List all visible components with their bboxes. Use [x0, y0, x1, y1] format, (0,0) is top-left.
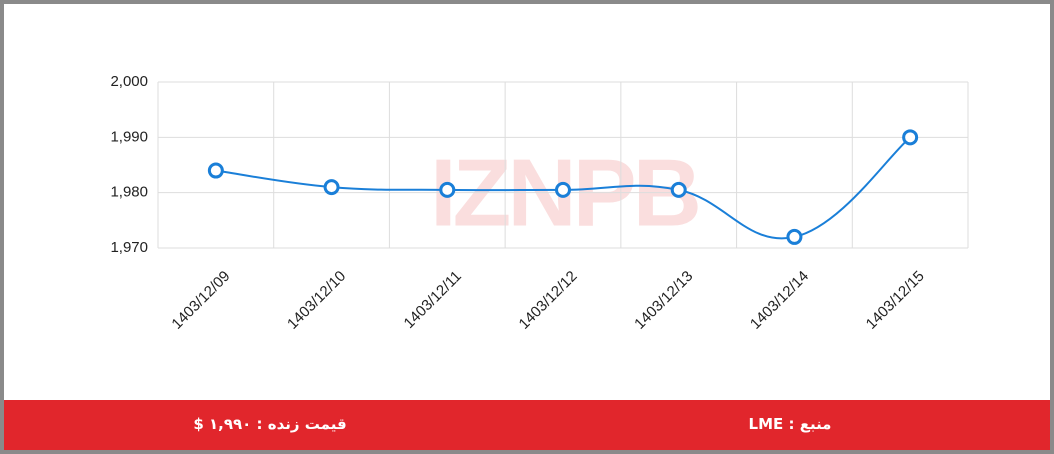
x-tick-label: 1403/12/13 [631, 268, 696, 333]
y-tick-label: 1,990 [110, 128, 148, 145]
point [555, 181, 571, 198]
x-tick-label: 1403/12/11 [401, 268, 465, 332]
point [786, 228, 803, 245]
y-tick-label: 1,980 [110, 184, 148, 201]
point [670, 181, 687, 198]
x-tick-label: 1403/12/10 [284, 268, 349, 333]
y-tick-label: 1,970 [110, 239, 148, 256]
point [439, 181, 456, 198]
x-tick-label: 1403/12/09 [168, 268, 233, 333]
point [902, 129, 919, 146]
footer: منبع : LME قیمت زنده : ۱,۹۹۰ $ [4, 400, 1050, 450]
x-tick-label: 1403/12/14 [747, 268, 812, 333]
point [323, 179, 340, 196]
source: منبع : LME [748, 415, 832, 433]
live-price: قیمت زنده : ۱,۹۹۰ $ [193, 415, 347, 433]
point [207, 162, 224, 179]
y-tick-label: 2,000 [110, 73, 148, 90]
x-tick-label: 1403/12/15 [863, 268, 928, 333]
frame: IZNPB 1,970 1,980 1,990 2,000 1403/12/09 1403… [4, 4, 1050, 450]
x-tick-label: 1403/12/12 [516, 268, 581, 333]
